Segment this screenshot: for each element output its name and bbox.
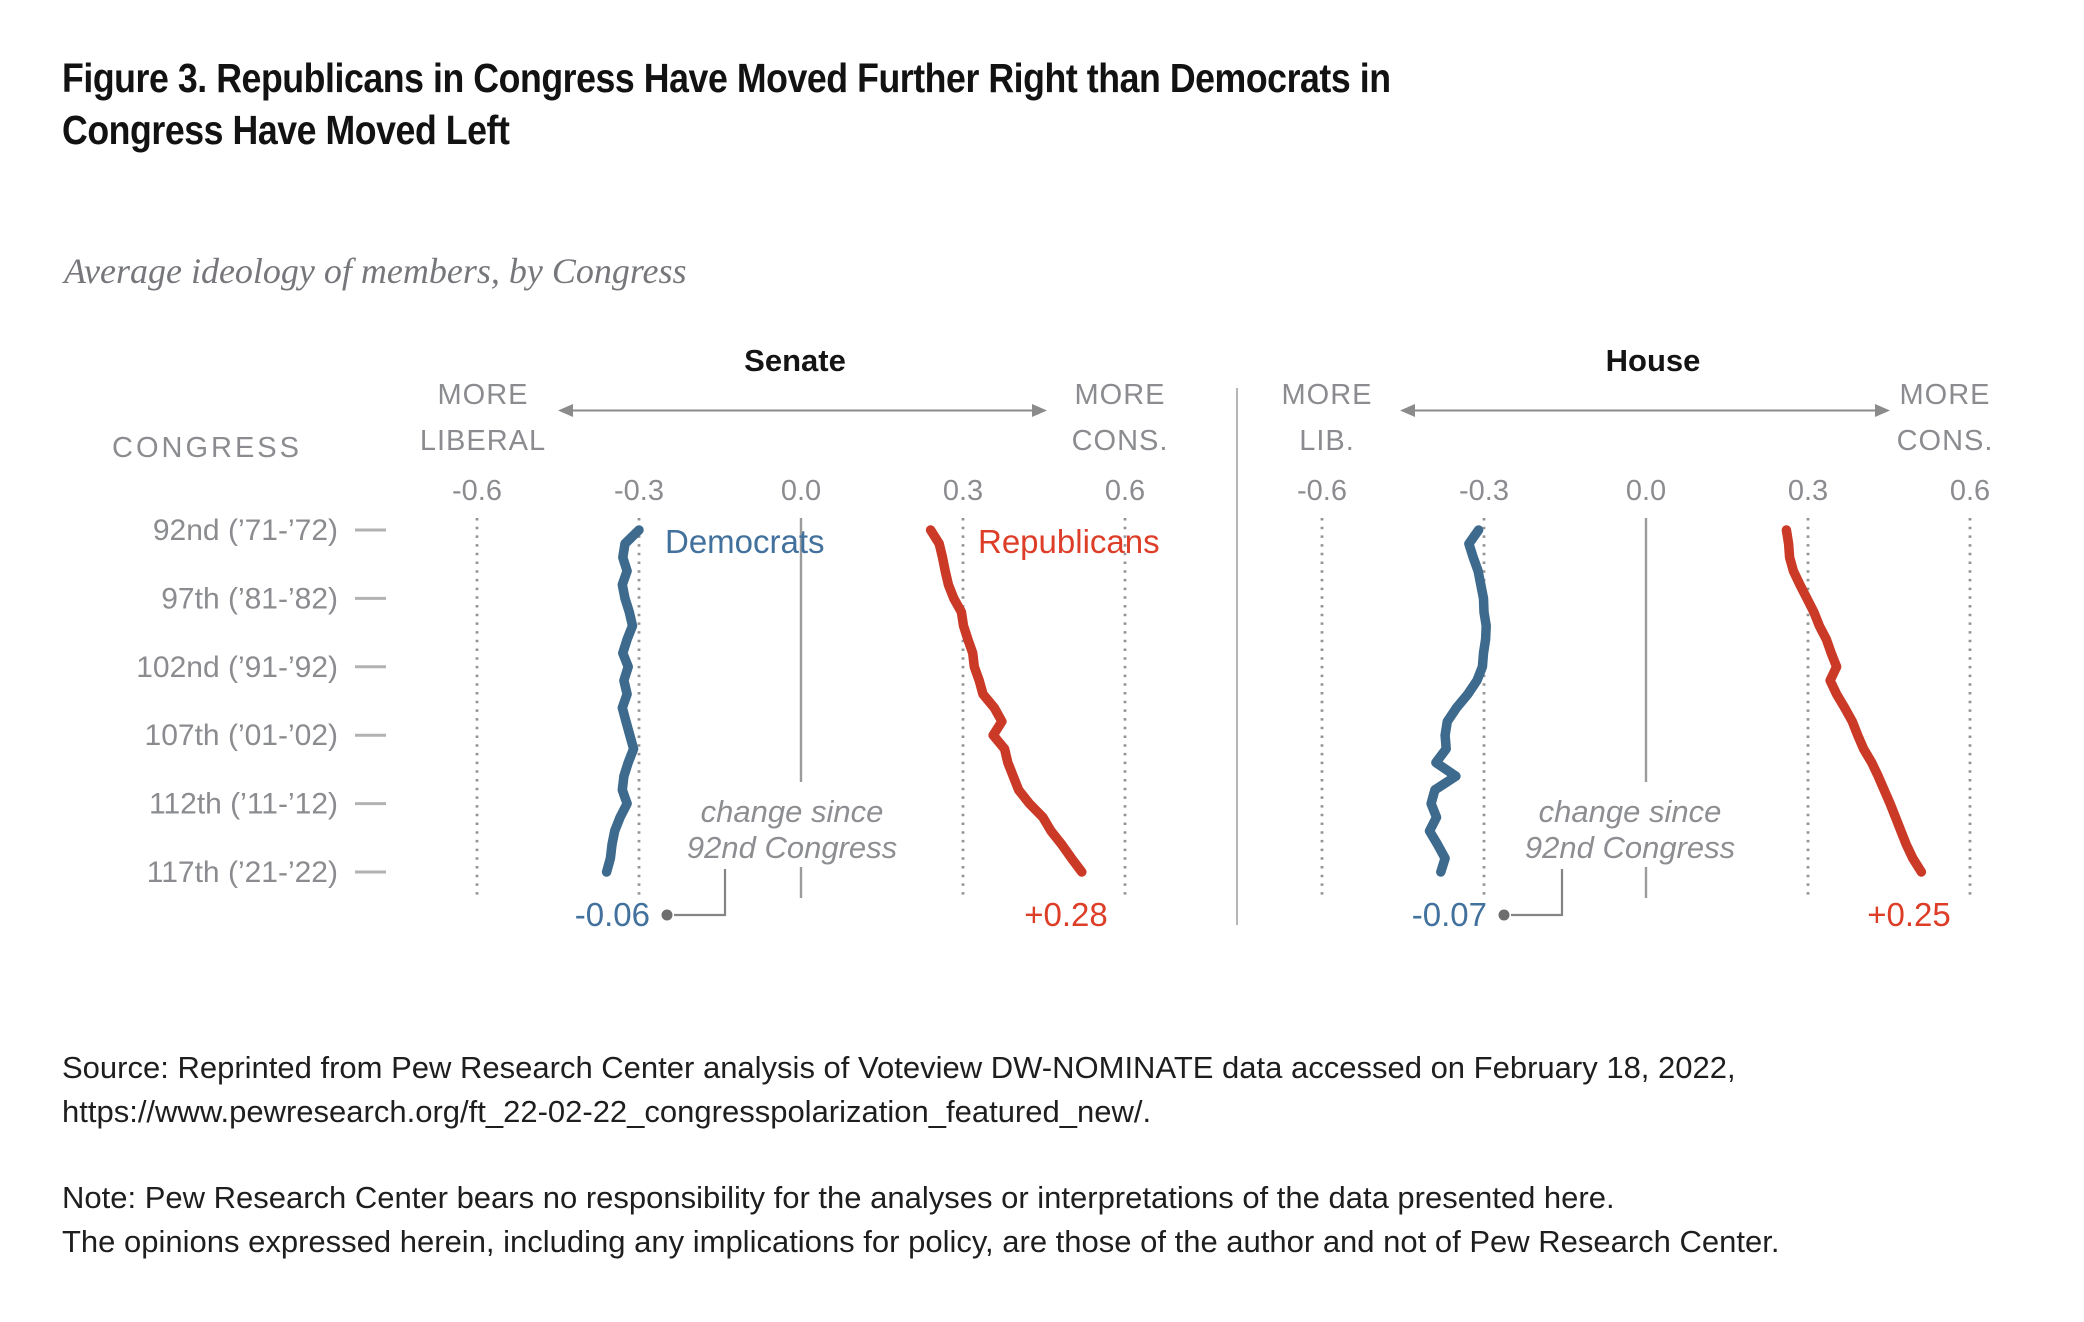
figure-subtitle: Average ideology of members, by Congress — [64, 251, 687, 291]
senate-arrowhead-right-icon — [1032, 404, 1047, 417]
house-callout-text: 92nd Congress — [1525, 830, 1735, 865]
house-rep-change-value: +0.25 — [1867, 896, 1951, 933]
row-label: 102nd (’91-’92) — [136, 651, 338, 684]
figure-title-line1: Figure 3. Republicans in Congress Have M… — [62, 55, 1391, 101]
senate-x-tick-label: -0.6 — [452, 475, 502, 507]
house-panel-title: House — [1606, 343, 1701, 378]
house-x-tick-label: 0.6 — [1950, 475, 1990, 507]
senate-republicans-line — [925, 525, 1087, 877]
legend-republicans-label: Republicans — [978, 523, 1160, 560]
senate-dem-change-value: -0.06 — [575, 896, 650, 933]
senate-panel-title: Senate — [744, 343, 846, 378]
house-more-liberal-label: MORE — [1282, 379, 1373, 411]
senate-x-tick-label: -0.3 — [614, 475, 664, 507]
senate-more-liberal-label: MORE — [438, 379, 529, 411]
senate-callout-text: change since — [701, 794, 884, 829]
note-line2: The opinions expressed herein, including… — [62, 1224, 1780, 1259]
row-label: 112th (’11-’12) — [149, 788, 338, 821]
senate-callout-text: 92nd Congress — [687, 830, 897, 865]
senate-x-tick-label: 0.0 — [781, 475, 821, 507]
senate-callout-elbow-line — [674, 869, 727, 917]
senate-x-tick-label: 0.3 — [943, 475, 983, 507]
house-more-cons-label: CONS. — [1897, 425, 1994, 457]
house-callout-dot-icon — [1498, 909, 1510, 921]
note-line1: Note: Pew Research Center bears no respo… — [62, 1180, 1615, 1215]
source-text: Source: Reprinted from Pew Research Cent… — [62, 1046, 1736, 1134]
figure-title: Figure 3. Republicans in Congress Have M… — [62, 52, 1391, 156]
house-x-tick-label: -0.3 — [1459, 475, 1509, 507]
row-label: 117th (’21-’22) — [147, 856, 338, 889]
house-arrowhead-left-icon — [1400, 404, 1415, 417]
house-x-tick-label: 0.3 — [1788, 475, 1828, 507]
row-label: 107th (’01-’02) — [145, 719, 338, 752]
senate-rep-change-value: +0.28 — [1024, 896, 1108, 933]
senate-arrowhead-left-icon — [558, 404, 573, 417]
senate-callout-dot-icon — [661, 909, 673, 921]
house-arrowhead-right-icon — [1875, 404, 1890, 417]
row-label: 92nd (’71-’72) — [153, 514, 338, 547]
house-callout-elbow-line — [1511, 869, 1564, 917]
house-x-tick-label: 0.0 — [1626, 475, 1666, 507]
row-label: 97th (’81-’82) — [161, 582, 338, 615]
senate-more-cons-label: CONS. — [1072, 425, 1169, 457]
legend-democrats-label: Democrats — [665, 523, 825, 560]
senate-x-tick-label: 0.6 — [1105, 475, 1145, 507]
figure-title-line2: Congress Have Moved Left — [62, 107, 510, 153]
senate-democrats-line — [601, 525, 644, 877]
senate-more-liberal-label: LIBERAL — [420, 425, 546, 457]
house-callout-text: change since — [1539, 794, 1722, 829]
note-text: Note: Pew Research Center bears no respo… — [62, 1176, 1779, 1264]
source-line2: https://www.pewresearch.org/ft_22-02-22_… — [62, 1094, 1152, 1129]
house-democrats-line — [1424, 525, 1491, 877]
house-more-liberal-label: LIB. — [1299, 425, 1355, 457]
house-more-cons-label: MORE — [1900, 379, 1991, 411]
house-x-tick-label: -0.6 — [1297, 475, 1347, 507]
row-axis-title: CONGRESS — [112, 432, 302, 464]
senate-more-cons-label: MORE — [1075, 379, 1166, 411]
source-line1: Source: Reprinted from Pew Research Cent… — [62, 1050, 1736, 1085]
house-republicans-line — [1781, 525, 1927, 877]
house-dem-change-value: -0.07 — [1412, 896, 1487, 933]
